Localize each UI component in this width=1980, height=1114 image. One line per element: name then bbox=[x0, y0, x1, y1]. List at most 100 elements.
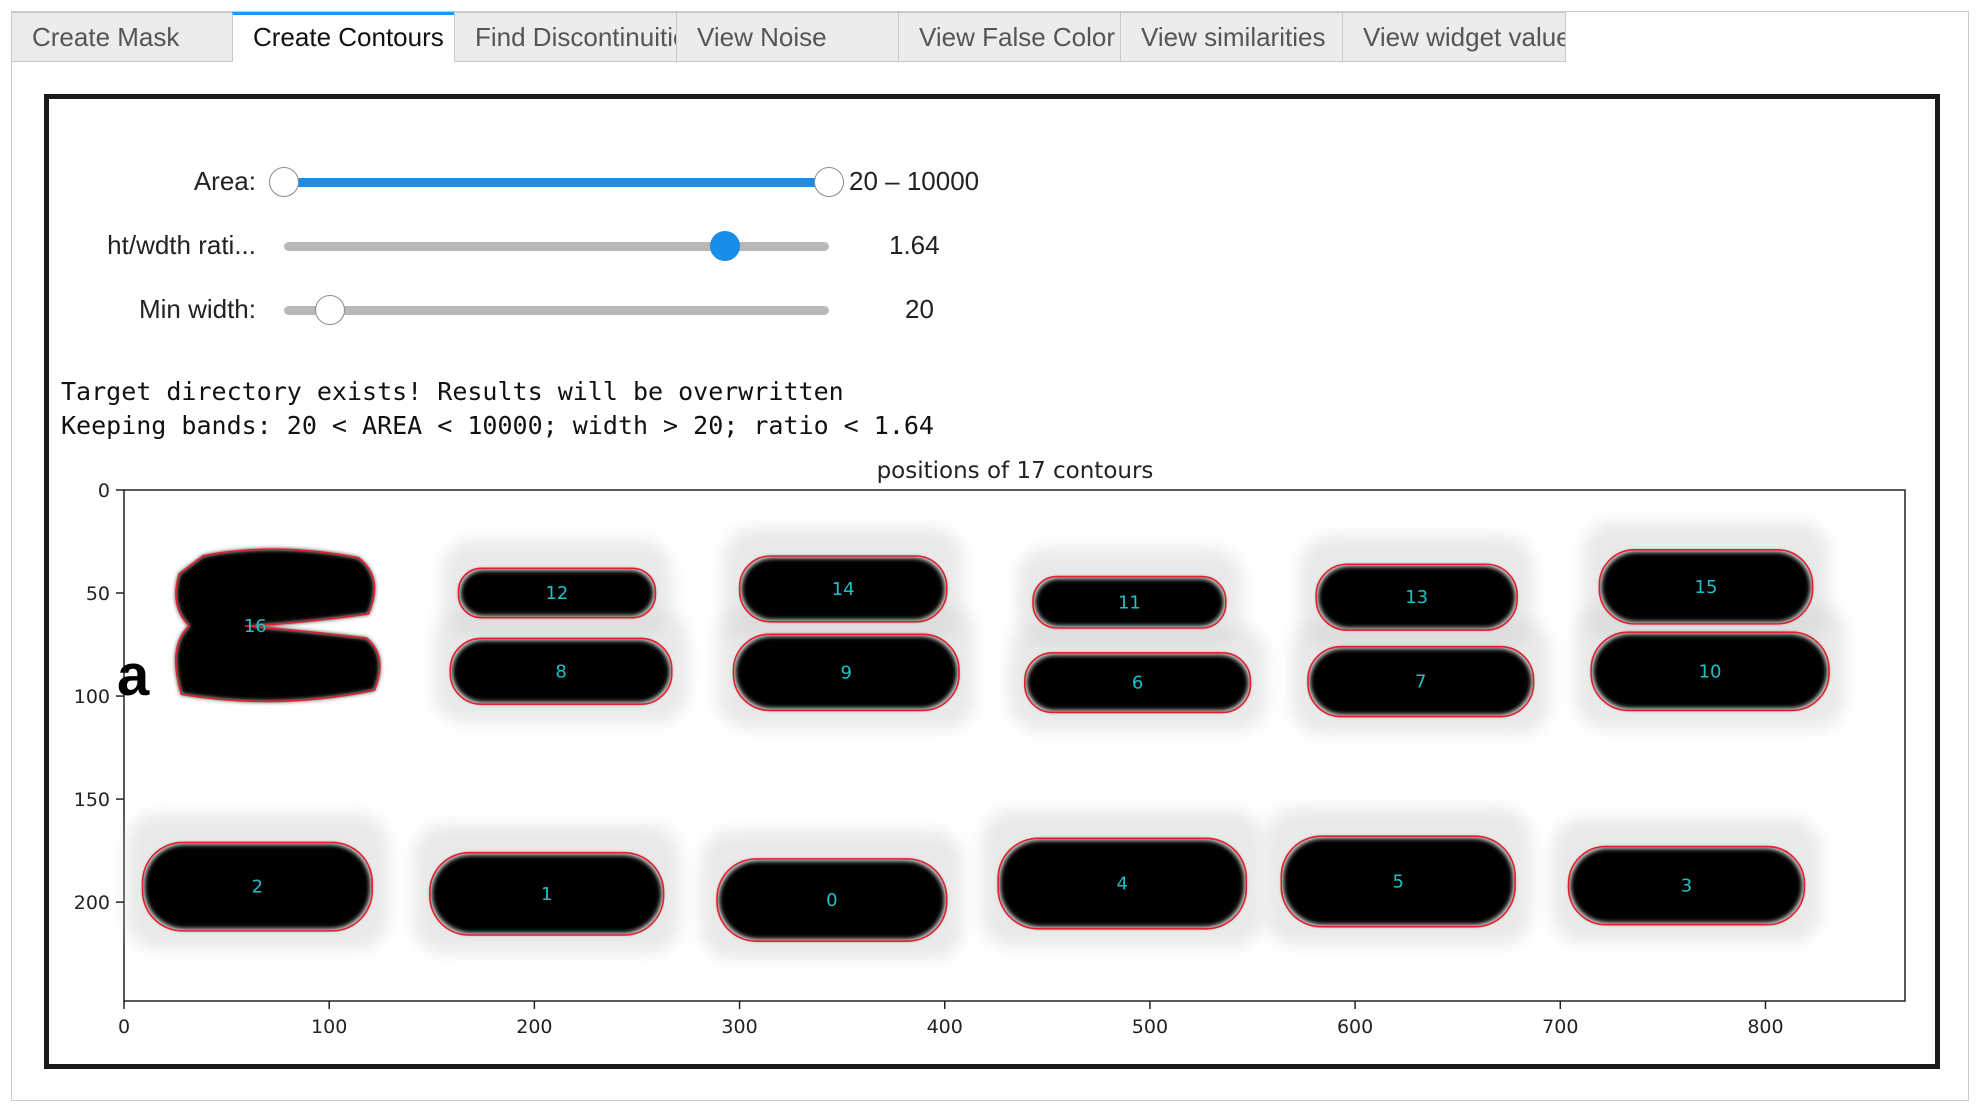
y-tick-label: 100 bbox=[74, 686, 110, 708]
contour-label: 0 bbox=[826, 890, 837, 911]
x-tick-label: 700 bbox=[1542, 1016, 1578, 1038]
contour-label: 16 bbox=[244, 616, 267, 637]
side-letter: a bbox=[117, 643, 150, 708]
contour-label: 7 bbox=[1415, 672, 1426, 693]
contour-label: 6 bbox=[1132, 673, 1143, 694]
band-1 bbox=[431, 854, 662, 934]
output-panel: Area: 20 – 10000 ht/wdth rati... 1.64 Mi… bbox=[44, 94, 1940, 1069]
contour-13 bbox=[1315, 563, 1518, 631]
x-tick-label: 400 bbox=[927, 1016, 963, 1038]
band-8 bbox=[452, 640, 670, 703]
contour-3 bbox=[1567, 845, 1806, 926]
gel-image bbox=[126, 521, 1846, 960]
band-0 bbox=[719, 860, 945, 940]
min-width-slider-handle[interactable] bbox=[315, 295, 346, 325]
contour-label: 13 bbox=[1405, 587, 1428, 608]
contour-label: 12 bbox=[545, 583, 568, 604]
contour-positions-chart: positions of 17 contours 012 34 56 78 9 10111… bbox=[74, 458, 1906, 1038]
x-tick-label: 800 bbox=[1747, 1016, 1783, 1038]
x-tick-label: 200 bbox=[516, 1016, 552, 1038]
contour-8 bbox=[449, 637, 673, 706]
tab-bar: Create Mask Create Contours Find Discont… bbox=[11, 12, 1971, 62]
tab-view-widget-values[interactable]: View widget values bbox=[1342, 12, 1566, 62]
ratio-slider-row: ht/wdth rati... 1.64 bbox=[49, 222, 1249, 272]
contour-label: 3 bbox=[1681, 876, 1692, 897]
min-width-slider-track[interactable] bbox=[284, 295, 829, 325]
contour-2 bbox=[141, 841, 374, 932]
min-width-value: 20 bbox=[905, 294, 934, 324]
contour-label: 1 bbox=[541, 884, 552, 905]
tab-view-false-color[interactable]: View False Color bbox=[898, 12, 1121, 62]
tab-find-discontinuities[interactable]: Find Discontinuities bbox=[454, 12, 677, 62]
contour-14 bbox=[738, 555, 948, 623]
contour-label: 4 bbox=[1116, 874, 1127, 895]
band-2 bbox=[144, 844, 371, 929]
contour-9 bbox=[732, 633, 960, 712]
ratio-value: 1.64 bbox=[889, 230, 940, 260]
contour-6 bbox=[1024, 652, 1252, 714]
area-slider-high-handle[interactable] bbox=[814, 167, 844, 197]
y-tick-label: 0 bbox=[98, 480, 110, 502]
tab-view-noise[interactable]: View Noise bbox=[676, 12, 899, 62]
band-10 bbox=[1593, 634, 1828, 709]
contour-1 bbox=[428, 851, 665, 936]
contour-label: 10 bbox=[1699, 661, 1722, 682]
band-9 bbox=[735, 636, 958, 709]
min-width-label: Min width: bbox=[138, 294, 256, 324]
area-value: 20 – 10000 bbox=[849, 166, 980, 196]
tab-create-contours[interactable]: Create Contours bbox=[232, 12, 455, 62]
contour-label: 8 bbox=[555, 661, 566, 682]
tab-view-similarities[interactable]: View similarities bbox=[1120, 12, 1343, 62]
y-axis: 0 50 100 150 200 bbox=[74, 480, 124, 914]
contour-label: 14 bbox=[832, 579, 855, 600]
chart-title: positions of 17 contours bbox=[877, 458, 1154, 484]
band-3 bbox=[1570, 848, 1803, 923]
contour-0 bbox=[716, 858, 948, 942]
x-tick-label: 600 bbox=[1337, 1016, 1373, 1038]
contour-label: 15 bbox=[1695, 577, 1718, 598]
ratio-slider-handle[interactable] bbox=[710, 231, 741, 261]
area-slider-fill bbox=[284, 178, 829, 187]
tab-create-mask[interactable]: Create Mask bbox=[11, 12, 233, 62]
contour-7 bbox=[1307, 645, 1535, 718]
area-slider-low-handle[interactable] bbox=[269, 167, 299, 197]
contour-16 bbox=[175, 548, 381, 703]
contour-label: 5 bbox=[1392, 871, 1403, 892]
band-13 bbox=[1318, 566, 1516, 629]
y-tick-label: 200 bbox=[74, 892, 110, 914]
contour-12 bbox=[457, 567, 657, 619]
y-tick-label: 50 bbox=[86, 583, 110, 605]
area-label: Area: bbox=[193, 166, 256, 196]
contour-label: 11 bbox=[1118, 592, 1141, 613]
y-tick-label: 150 bbox=[74, 789, 110, 811]
min-width-slider-row: Min width: 20 bbox=[49, 286, 1249, 336]
contour-4 bbox=[997, 837, 1248, 930]
band-11 bbox=[1035, 578, 1224, 626]
band-5 bbox=[1283, 838, 1514, 925]
band-7 bbox=[1309, 648, 1532, 715]
contour-11 bbox=[1032, 575, 1227, 629]
contour-5 bbox=[1280, 835, 1516, 928]
x-tick-label: 0 bbox=[118, 1016, 130, 1038]
x-tick-label: 100 bbox=[311, 1016, 347, 1038]
area-slider-track[interactable] bbox=[269, 167, 844, 197]
contour-15 bbox=[1598, 549, 1814, 625]
band-12 bbox=[460, 570, 654, 616]
band-15 bbox=[1601, 551, 1811, 622]
ratio-label: ht/wdth rati... bbox=[107, 230, 256, 260]
band-4 bbox=[1000, 840, 1245, 927]
contour-label: 9 bbox=[841, 662, 852, 683]
output-line-directory: Target directory exists! Results will be… bbox=[61, 377, 844, 406]
band-16 bbox=[175, 549, 380, 702]
ratio-slider-track[interactable] bbox=[284, 231, 829, 261]
contour-label: 2 bbox=[252, 877, 263, 898]
x-axis: 0 100 200 300 400 500 600 700 800 bbox=[118, 1001, 1784, 1038]
band-14 bbox=[741, 557, 945, 620]
band-6 bbox=[1026, 654, 1249, 711]
area-slider-row: Area: 20 – 10000 bbox=[49, 158, 1249, 208]
contour-10 bbox=[1590, 631, 1830, 712]
x-tick-label: 300 bbox=[721, 1016, 757, 1038]
x-tick-label: 500 bbox=[1132, 1016, 1168, 1038]
output-line-bands: Keeping bands: 20 < AREA < 10000; width … bbox=[61, 411, 934, 440]
